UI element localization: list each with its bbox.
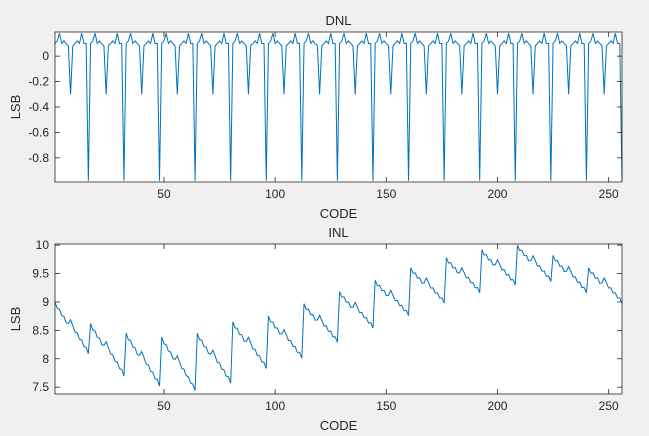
dnl-y-tick-label: -0.2: [28, 75, 49, 89]
dnl-x-ticks: 50 100 150 200 250: [157, 32, 619, 201]
inl-x-tick-label: 50: [157, 399, 171, 413]
inl-y-axis-label: LSB: [8, 307, 23, 332]
inl-y-tick-label: 7.5: [32, 380, 49, 394]
dnl-x-tick-label: 250: [599, 187, 619, 201]
dnl-y-tick-label: -0.6: [28, 125, 49, 139]
inl-y-ticks: 7.5 8 8.5 9 9.5 10: [32, 238, 622, 394]
dnl-title: DNL: [325, 13, 351, 28]
inl-axes-box: [54, 243, 623, 395]
dnl-y-tick-label: -0.4: [28, 100, 49, 114]
dnl-series-line: [54, 33, 623, 181]
dnl-x-tick-label: 200: [487, 187, 507, 201]
dnl-axes: 50 100 150 200 250 0 -0.2 -0.4 -0.6 -0.8 DNL COD…: [8, 13, 623, 221]
inl-axes: 50 100 150 200 250 7.5 8 8.5 9 9.5 10 INL CODE LS…: [8, 225, 623, 433]
inl-x-axis-label: CODE: [320, 418, 358, 433]
inl-x-ticks: 50 100 150 200 250: [157, 244, 619, 413]
inl-y-tick-label: 8.5: [32, 323, 49, 337]
dnl-y-tick-label: 0: [42, 49, 49, 63]
inl-x-tick-label: 150: [376, 399, 396, 413]
dnl-x-axis-label: CODE: [320, 206, 358, 221]
inl-x-tick-label: 100: [265, 399, 285, 413]
inl-series-line: [54, 244, 623, 391]
inl-title: INL: [328, 225, 348, 240]
inl-y-tick-label: 10: [36, 238, 50, 252]
inl-y-tick-label: 9.5: [32, 267, 49, 281]
dnl-y-axis-label: LSB: [8, 95, 23, 120]
dnl-x-tick-label: 50: [157, 187, 171, 201]
dnl-y-tick-label: -0.8: [28, 151, 49, 165]
dnl-x-tick-label: 150: [376, 187, 396, 201]
inl-y-tick-label: 9: [42, 295, 49, 309]
dnl-x-tick-label: 100: [265, 187, 285, 201]
dnl-y-ticks: 0 -0.2 -0.4 -0.6 -0.8: [28, 49, 622, 165]
inl-x-tick-label: 200: [487, 399, 507, 413]
inl-x-tick-label: 250: [599, 399, 619, 413]
inl-y-tick-label: 8: [42, 352, 49, 366]
